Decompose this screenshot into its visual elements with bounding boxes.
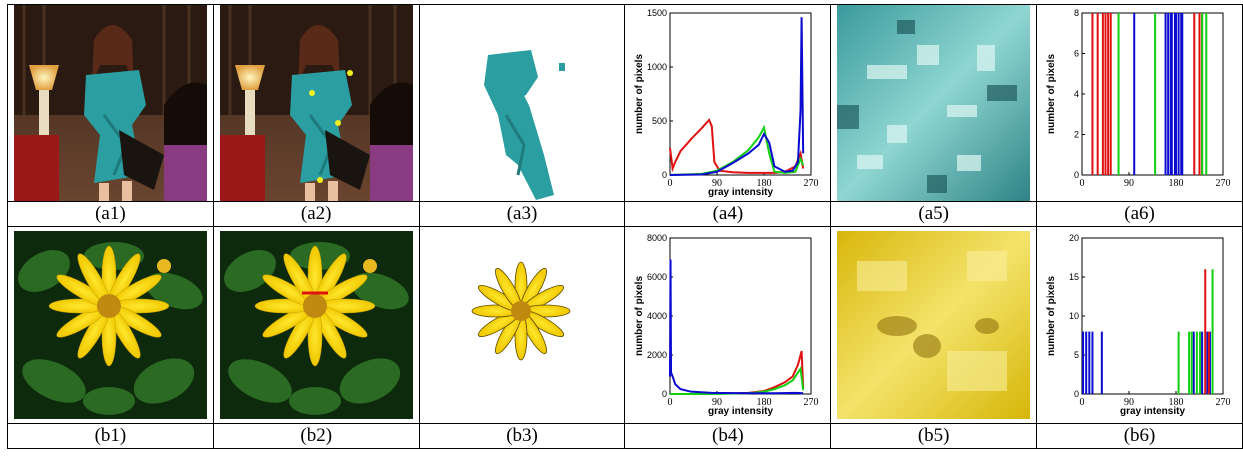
y-tick-label: 0 <box>662 170 667 180</box>
caption-b4: (b4) <box>624 423 832 449</box>
flower-photo <box>13 231 207 419</box>
caption-b3: (b3) <box>418 423 626 449</box>
texture-teal <box>837 5 1031 201</box>
flower-photo-seeds <box>219 231 413 419</box>
caption-b6: (b6) <box>1036 423 1243 449</box>
caption-a4: (a4) <box>624 201 832 227</box>
cell-b4: 0 90 180 270 0 2000 4000 6000 8000 gray intensity… <box>624 226 832 424</box>
cell-a5 <box>830 4 1038 202</box>
x-tick-label: 270 <box>1216 397 1231 408</box>
figure-grid: 0 90 180 270 0 500 1000 1500 gray intensity numbe… <box>7 4 1243 449</box>
histogram-b4: 0 90 180 270 0 2000 4000 6000 8000 gray intensity… <box>634 233 819 417</box>
x-tick-label: 0 <box>1080 397 1085 408</box>
x-tick-label: 0 <box>668 397 673 408</box>
seed-points <box>308 70 353 183</box>
x-tick-label: 90 <box>712 397 722 408</box>
x-tick-label: 270 <box>804 178 819 189</box>
cell-b5 <box>830 226 1038 424</box>
x-axis-label: gray intensity <box>708 406 773 417</box>
x-tick-label: 180 <box>757 178 772 189</box>
x-tick-label: 180 <box>1169 397 1184 408</box>
y-tick-label: 2 <box>1074 130 1079 140</box>
caption-a5: (a5) <box>830 201 1038 227</box>
y-tick-label: 5 <box>1074 350 1079 360</box>
caption-b5: (b5) <box>830 423 1038 449</box>
cell-b2 <box>212 226 420 424</box>
cell-b6: 0 90 180 270 0 5 10 15 20 gray intensity number of… <box>1036 226 1243 424</box>
series-line-blue <box>670 17 805 176</box>
y-tick-label: 1000 <box>647 62 667 72</box>
caption-b1: (b1) <box>7 423 214 449</box>
y-tick-label: 10 <box>1069 311 1079 321</box>
caption-a6: (a6) <box>1036 201 1243 227</box>
x-tick-label: 90 <box>712 178 722 189</box>
x-tick-label: 90 <box>1124 178 1134 189</box>
plot-frame <box>669 12 812 176</box>
x-tick-label: 270 <box>1216 178 1231 189</box>
histogram-b6: 0 90 180 270 0 5 10 15 20 gray intensity number of… <box>1046 233 1231 417</box>
y-tick-label: 500 <box>652 116 667 126</box>
y-tick-label: 0 <box>662 389 667 399</box>
caption-a2: (a2) <box>212 201 420 227</box>
y-tick-label: 4000 <box>647 311 667 321</box>
y-tick-label: 20 <box>1069 233 1079 243</box>
row-a-images: 0 90 180 270 0 500 1000 1500 gray intensity numbe… <box>7 4 1243 202</box>
texture-yellow <box>837 231 1031 419</box>
cell-a4: 0 90 180 270 0 500 1000 1500 gray intensity numbe… <box>624 4 832 202</box>
plot-frame <box>669 237 812 395</box>
histogram-a4: 0 90 180 270 0 500 1000 1500 gray intensity numbe… <box>634 8 819 198</box>
caption-a1: (a1) <box>7 201 214 227</box>
y-tick-label: 6000 <box>647 272 667 282</box>
cell-a2 <box>212 4 420 202</box>
y-tick-label: 0 <box>1074 170 1079 180</box>
cell-b3 <box>418 226 626 424</box>
caption-a3: (a3) <box>418 201 626 227</box>
histogram-a6: 0 90 180 270 0 2 4 6 8 number of pixels <box>1046 8 1231 189</box>
y-axis-label: number of pixels <box>634 54 645 134</box>
y-tick-label: 6 <box>1074 49 1079 59</box>
y-axis-label: number of pixels <box>1046 54 1057 134</box>
series-line-green <box>670 365 805 395</box>
x-tick-label: 0 <box>668 178 673 189</box>
y-tick-label: 8000 <box>647 233 667 243</box>
cell-a1 <box>7 4 214 202</box>
x-axis-label: gray intensity <box>1120 406 1185 417</box>
x-tick-label: 0 <box>1080 178 1085 189</box>
x-axis-label: gray intensity <box>708 187 773 198</box>
woman-photo <box>13 5 207 201</box>
y-axis-label: number of pixels <box>634 276 645 356</box>
series-line-blue <box>669 259 804 395</box>
y-tick-label: 2000 <box>647 350 667 360</box>
segmented-flower <box>425 231 619 419</box>
caption-b2: (b2) <box>212 423 420 449</box>
x-tick-label: 180 <box>1169 178 1184 189</box>
y-axis-label: number of pixels <box>1046 276 1057 356</box>
y-tick-label: 15 <box>1069 272 1079 282</box>
x-tick-label: 90 <box>1124 397 1134 408</box>
x-tick-label: 270 <box>804 397 819 408</box>
y-tick-label: 8 <box>1074 8 1079 18</box>
y-tick-label: 1500 <box>647 8 667 18</box>
y-tick-label: 4 <box>1074 89 1079 99</box>
woman-photo-seeds <box>219 5 413 201</box>
cell-a6: 0 90 180 270 0 2 4 6 8 number of pixels <box>1036 4 1243 202</box>
segmented-dress <box>425 5 619 201</box>
row-b-captions: (b1) (b2) (b3) (b4) (b5) (b6) <box>7 423 1243 449</box>
y-tick-label: 0 <box>1074 389 1079 399</box>
cell-b1 <box>7 226 214 424</box>
row-a-captions: (a1) (a2) (a3) (a4) (a5) (a6) <box>7 201 1243 227</box>
row-b-images: 0 90 180 270 0 2000 4000 6000 8000 gray intensity… <box>7 226 1243 424</box>
cell-a3 <box>418 4 626 202</box>
x-tick-label: 180 <box>757 397 772 408</box>
